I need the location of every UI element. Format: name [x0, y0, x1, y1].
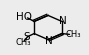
Text: S: S — [24, 32, 30, 42]
Text: N: N — [59, 16, 67, 26]
Text: CH₃: CH₃ — [66, 30, 81, 39]
Text: CH₃: CH₃ — [16, 38, 31, 47]
Text: HO: HO — [16, 12, 32, 22]
Text: N: N — [45, 36, 52, 46]
